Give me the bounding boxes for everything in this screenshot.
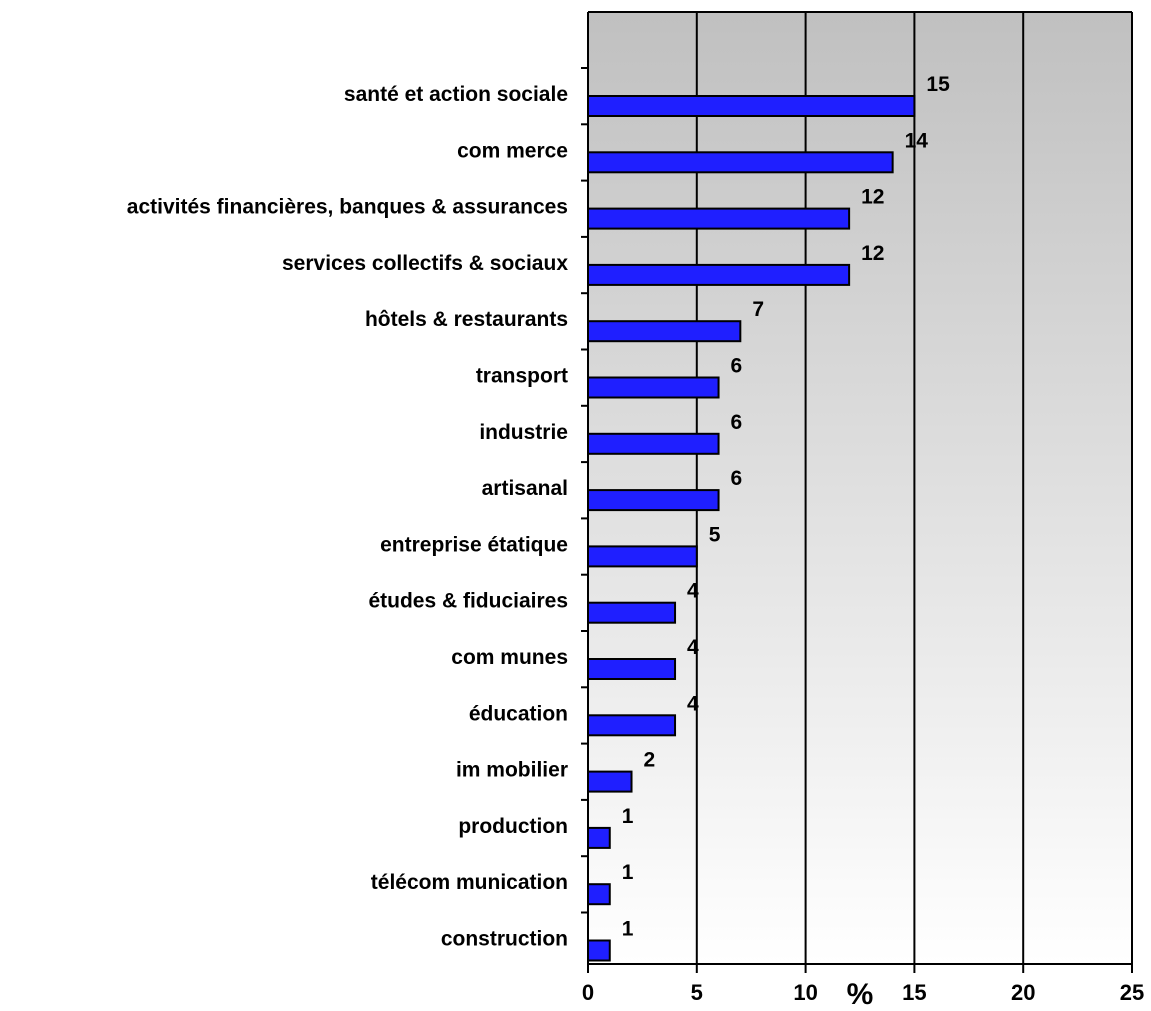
- data-label: 4: [687, 636, 699, 659]
- data-label: 6: [731, 411, 743, 434]
- category-label: artisanal: [482, 477, 568, 500]
- data-label: 1: [622, 861, 634, 884]
- data-label: 5: [709, 523, 721, 546]
- x-tick-label: 0: [582, 980, 594, 1005]
- category-label: im mobilier: [456, 759, 568, 782]
- bar: [588, 772, 632, 792]
- bar: [588, 96, 914, 116]
- data-label: 12: [861, 242, 884, 265]
- data-label: 6: [731, 355, 743, 378]
- bar: [588, 603, 675, 623]
- category-label: services collectifs & sociaux: [282, 252, 568, 275]
- data-label: 1: [622, 918, 634, 941]
- data-label: 4: [687, 692, 699, 715]
- bar: [588, 434, 719, 454]
- data-label: 4: [687, 580, 699, 603]
- x-tick-label: 25: [1120, 980, 1144, 1005]
- category-label: com munes: [451, 646, 568, 669]
- data-label: 2: [644, 749, 656, 772]
- data-label: 7: [752, 298, 764, 321]
- category-label: industrie: [479, 421, 568, 444]
- category-label: télécom munication: [371, 871, 568, 894]
- category-label: éducation: [469, 702, 568, 725]
- bar: [588, 265, 849, 285]
- bar: [588, 828, 610, 848]
- data-label: 1: [622, 805, 634, 828]
- bar: [588, 659, 675, 679]
- data-label: 14: [905, 129, 929, 152]
- category-label: hôtels & restaurants: [365, 308, 568, 331]
- x-axis-unit-label: %: [847, 978, 874, 1011]
- bar: [588, 941, 610, 961]
- category-label: entreprise étatique: [380, 533, 568, 556]
- x-tick-label: 10: [793, 980, 817, 1005]
- data-label: 15: [926, 73, 950, 96]
- bar: [588, 546, 697, 566]
- data-label: 12: [861, 186, 884, 209]
- bar: [588, 152, 893, 172]
- x-tick-label: 15: [902, 980, 926, 1005]
- category-label: transport: [476, 365, 568, 388]
- category-label: construction: [441, 928, 568, 951]
- x-tick-label: 20: [1011, 980, 1035, 1005]
- bar: [588, 715, 675, 735]
- x-tick-label: 5: [691, 980, 703, 1005]
- category-label: production: [458, 815, 568, 838]
- category-label: santé et action sociale: [344, 83, 568, 106]
- category-label: activités financières, banques & assuran…: [127, 196, 568, 219]
- bar: [588, 884, 610, 904]
- data-label: 6: [731, 467, 743, 490]
- bar: [588, 209, 849, 229]
- bar: [588, 321, 740, 341]
- category-label: études & fiduciaires: [368, 590, 568, 613]
- bar: [588, 378, 719, 398]
- bar: [588, 490, 719, 510]
- category-label: com merce: [457, 139, 568, 162]
